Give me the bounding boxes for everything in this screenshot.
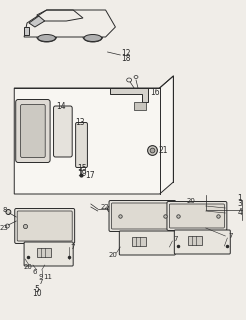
Text: 7: 7 <box>228 233 233 239</box>
Text: 3: 3 <box>237 198 242 207</box>
Text: 4: 4 <box>237 207 242 217</box>
Polygon shape <box>110 88 148 102</box>
Text: 5: 5 <box>34 284 39 293</box>
Bar <box>24 27 29 35</box>
Text: 7: 7 <box>39 279 43 285</box>
Text: 13: 13 <box>75 117 85 126</box>
Text: 23: 23 <box>0 225 9 231</box>
Ellipse shape <box>84 35 102 42</box>
Text: 20: 20 <box>108 252 117 258</box>
Text: 16: 16 <box>150 87 159 97</box>
Text: 15: 15 <box>77 164 87 172</box>
Bar <box>134 102 146 110</box>
Bar <box>188 236 202 245</box>
FancyBboxPatch shape <box>111 203 173 229</box>
Text: 1: 1 <box>237 194 242 203</box>
FancyBboxPatch shape <box>24 242 73 266</box>
Polygon shape <box>14 76 173 194</box>
Text: 20: 20 <box>186 198 196 204</box>
Text: 7: 7 <box>70 244 75 250</box>
FancyBboxPatch shape <box>15 209 75 244</box>
FancyBboxPatch shape <box>17 211 72 241</box>
Text: 17: 17 <box>85 171 94 180</box>
Text: 7: 7 <box>173 236 178 242</box>
Text: 19: 19 <box>77 169 87 178</box>
Text: 9: 9 <box>39 274 43 280</box>
FancyBboxPatch shape <box>167 202 227 230</box>
FancyBboxPatch shape <box>174 230 230 254</box>
FancyBboxPatch shape <box>21 105 45 157</box>
Text: 21: 21 <box>159 146 168 155</box>
Text: 6: 6 <box>33 269 37 275</box>
FancyBboxPatch shape <box>169 204 224 228</box>
Bar <box>132 237 146 246</box>
FancyBboxPatch shape <box>16 100 50 163</box>
Text: 22: 22 <box>101 204 109 210</box>
Ellipse shape <box>38 35 56 42</box>
Text: 14: 14 <box>57 101 66 110</box>
Text: 12: 12 <box>121 49 131 58</box>
FancyBboxPatch shape <box>119 231 175 255</box>
Text: 20: 20 <box>23 264 32 270</box>
Bar <box>37 248 51 257</box>
Text: 11: 11 <box>44 274 53 280</box>
FancyBboxPatch shape <box>76 123 87 167</box>
FancyBboxPatch shape <box>109 201 176 231</box>
Text: 18: 18 <box>121 53 131 62</box>
Text: 8: 8 <box>2 207 7 213</box>
Text: 10: 10 <box>32 290 42 299</box>
Polygon shape <box>29 16 45 27</box>
Ellipse shape <box>6 210 11 214</box>
FancyBboxPatch shape <box>54 106 72 157</box>
